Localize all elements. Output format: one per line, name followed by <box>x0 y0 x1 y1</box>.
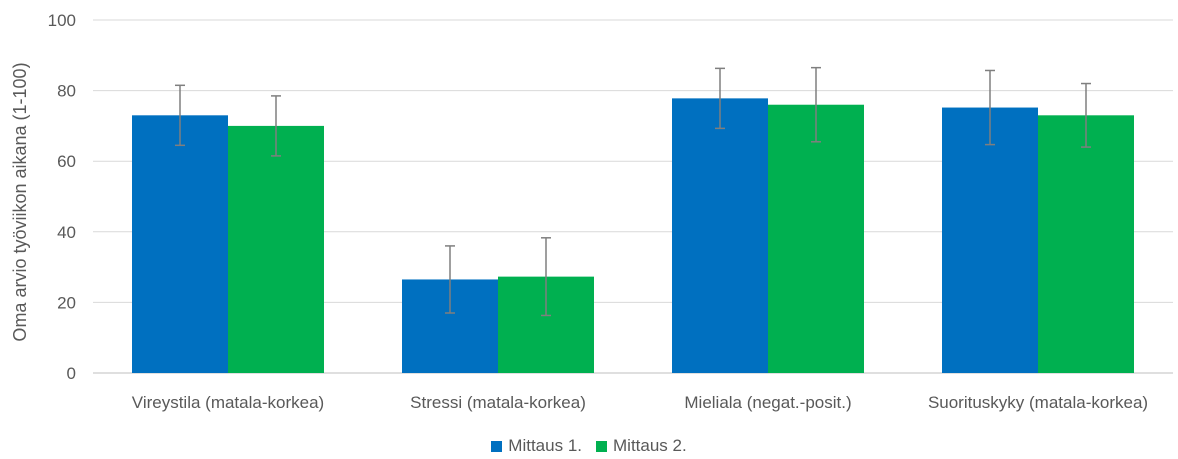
legend-item-series-2: Mittaus 2. <box>596 436 687 456</box>
legend-label-series-2: Mittaus 2. <box>613 436 687 455</box>
bar-series-2 <box>1038 115 1134 373</box>
y-tick-label: 20 <box>57 293 76 312</box>
y-tick-label: 100 <box>48 11 76 30</box>
bar-series-1 <box>942 107 1038 373</box>
y-axis-ticks: 0 20 40 60 80 100 <box>48 11 76 383</box>
y-axis-label: Oma arvio työviikon aikana (1-100) <box>10 62 30 341</box>
bar-series-2 <box>768 104 864 373</box>
bar-series-1 <box>132 115 228 373</box>
legend-swatch-series-2 <box>596 440 607 452</box>
x-category-label: Stressi (matala-korkea) <box>410 393 586 412</box>
y-tick-label: 80 <box>57 82 76 101</box>
x-axis-categories: Vireystila (matala-korkea) Stressi (matal… <box>132 393 1148 412</box>
legend-label-series-1: Mittaus 1. <box>508 436 582 455</box>
y-tick-label: 0 <box>67 364 76 383</box>
y-tick-label: 40 <box>57 223 76 242</box>
x-category-label: Mieliala (negat.-posit.) <box>684 393 851 412</box>
x-category-label: Vireystila (matala-korkea) <box>132 393 324 412</box>
legend-item-series-1: Mittaus 1. <box>491 436 582 456</box>
legend-swatch-series-1 <box>491 440 503 452</box>
bar-series-2 <box>228 125 324 374</box>
y-tick-label: 60 <box>57 152 76 171</box>
bars <box>132 98 1134 374</box>
bar-chart: 0 20 40 60 80 100 Vireystila (matala-korkea) S… <box>10 11 1173 412</box>
error-bars <box>175 66 1091 317</box>
legend: Mittaus 1. Mittaus 2. <box>0 436 1178 456</box>
bar-series-1 <box>672 98 768 373</box>
x-category-label: Suorituskyky (matala-korkea) <box>928 393 1148 412</box>
